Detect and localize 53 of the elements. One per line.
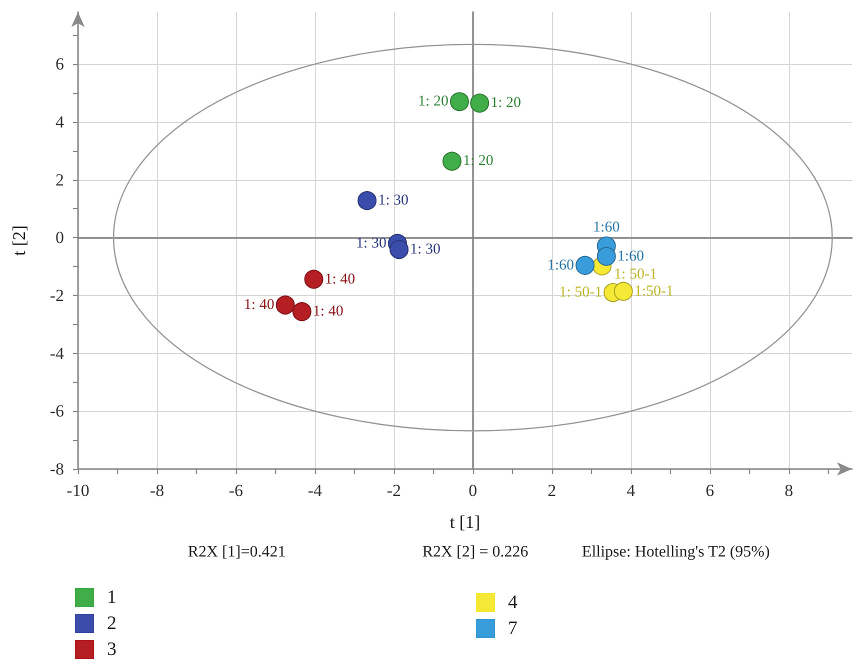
y-tick-label: 2 [56,170,64,190]
annotation: 1:60 [547,257,574,274]
legend-label: 3 [107,639,116,660]
y-tick-label: -2 [50,286,64,305]
point [276,296,295,314]
y-tick-label: -6 [50,402,64,421]
y-tick-label: -8 [50,460,64,478]
x-axis-title: t [1] [450,512,480,532]
annotation: 1: 50-1 [614,266,657,282]
x-tick-label: -6 [228,481,244,500]
legend-label: 2 [107,613,116,634]
point [470,94,490,113]
x-tick-label: 8 [784,481,794,500]
annotation: 1:50-1 [634,283,674,300]
annotation: 1:60 [593,219,620,236]
x-tick-label: -4 [308,481,323,500]
y-tick-label: 6 [56,54,64,74]
annotation: 1: 40 [324,271,356,288]
legend-label: 1 [107,587,116,608]
annotation: 1: 50-1 [559,284,602,301]
point [596,246,616,266]
legend-label: 4 [508,592,518,613]
point [450,92,469,112]
y-axis-title: t [2] [9,225,29,256]
text: R2X [2] = 0.226 [422,544,528,560]
point [614,282,633,301]
text: Ellipse: Hotelling's T2 (95%) [582,544,770,560]
point [304,270,324,289]
annotation: 1: 20 [490,95,522,112]
y-tick-label: 0 [56,228,64,248]
text: R2X [1]=0.421 [188,544,286,560]
annotation: 1: 30 [410,241,440,258]
x-tick-label: 0 [468,481,478,500]
annotation: 1: 30 [356,235,386,252]
x-tick-label: 6 [706,481,714,500]
legend-label: 7 [508,618,518,639]
point [576,256,595,275]
annotation: 1: 40 [312,304,344,320]
y-tick-label: -4 [50,344,64,363]
x-tick-label: -2 [386,481,402,500]
annotation: 1:60 [617,248,644,264]
y-tick-label: 4 [56,112,64,132]
point [292,302,312,322]
point [358,191,377,210]
x-tick-label: -10 [66,481,90,500]
point [390,240,409,259]
x-tick-label: 4 [626,481,636,500]
x-tick-label: -8 [150,481,164,500]
annotation: 1: 20 [418,94,448,110]
x-tick-label: 2 [548,481,556,500]
annotation: 1: 40 [244,297,274,313]
annotation: 1: 30 [378,192,408,209]
point [442,152,462,171]
